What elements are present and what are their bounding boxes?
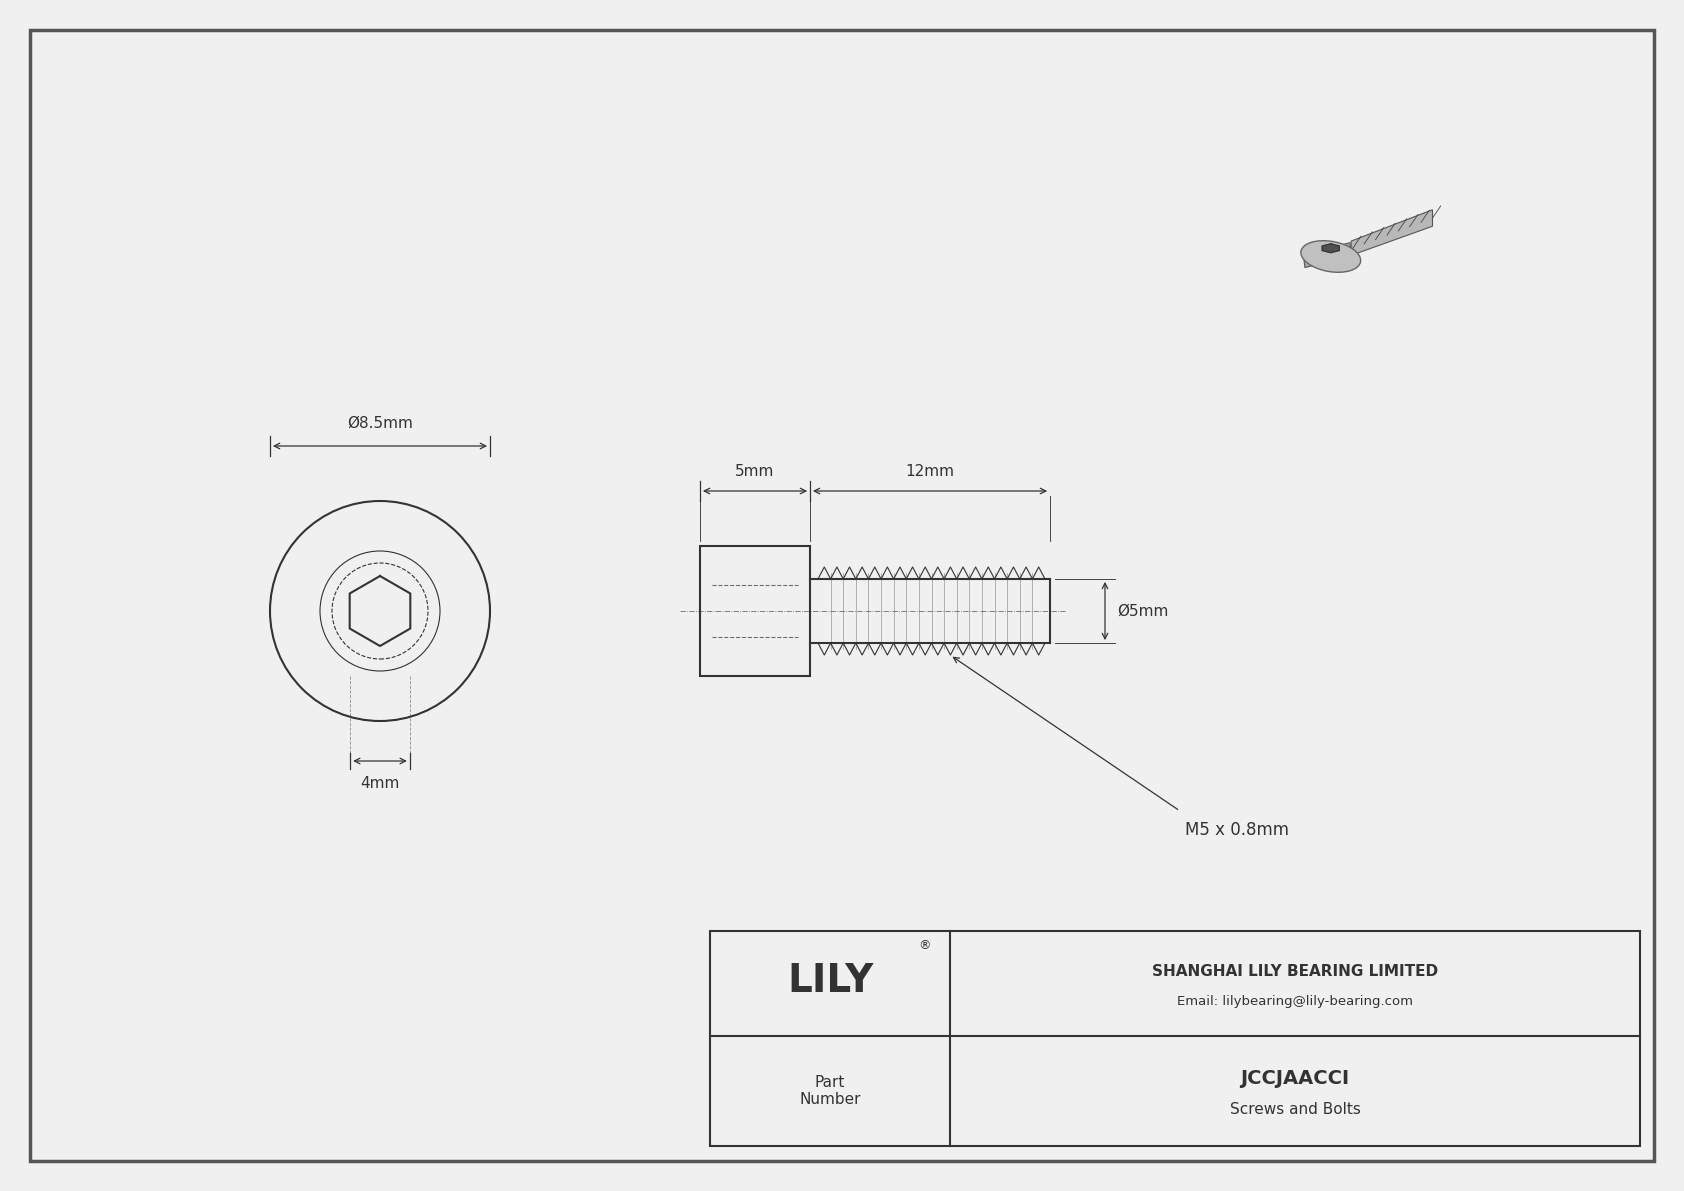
- Text: Screws and Bolts: Screws and Bolts: [1229, 1102, 1361, 1116]
- Text: 5mm: 5mm: [736, 464, 775, 479]
- Text: JCCJAACCI: JCCJAACCI: [1241, 1068, 1349, 1087]
- Text: Ø8.5mm: Ø8.5mm: [347, 416, 413, 431]
- Text: 4mm: 4mm: [360, 777, 399, 791]
- Text: ®: ®: [919, 940, 931, 953]
- Bar: [711, 931, 1640, 1146]
- Text: Ø5mm: Ø5mm: [1116, 604, 1169, 618]
- Text: M5 x 0.8mm: M5 x 0.8mm: [1186, 821, 1288, 838]
- Bar: [701, 545, 810, 676]
- Polygon shape: [1303, 243, 1351, 268]
- Text: LILY: LILY: [786, 962, 872, 1000]
- Text: Part
Number: Part Number: [800, 1074, 861, 1108]
- Text: Email: lilybearing@lily-bearing.com: Email: lilybearing@lily-bearing.com: [1177, 994, 1413, 1008]
- Text: SHANGHAI LILY BEARING LIMITED: SHANGHAI LILY BEARING LIMITED: [1152, 964, 1438, 979]
- Polygon shape: [1322, 244, 1339, 252]
- Text: 12mm: 12mm: [906, 464, 955, 479]
- Ellipse shape: [1300, 241, 1361, 273]
- Polygon shape: [1351, 210, 1433, 255]
